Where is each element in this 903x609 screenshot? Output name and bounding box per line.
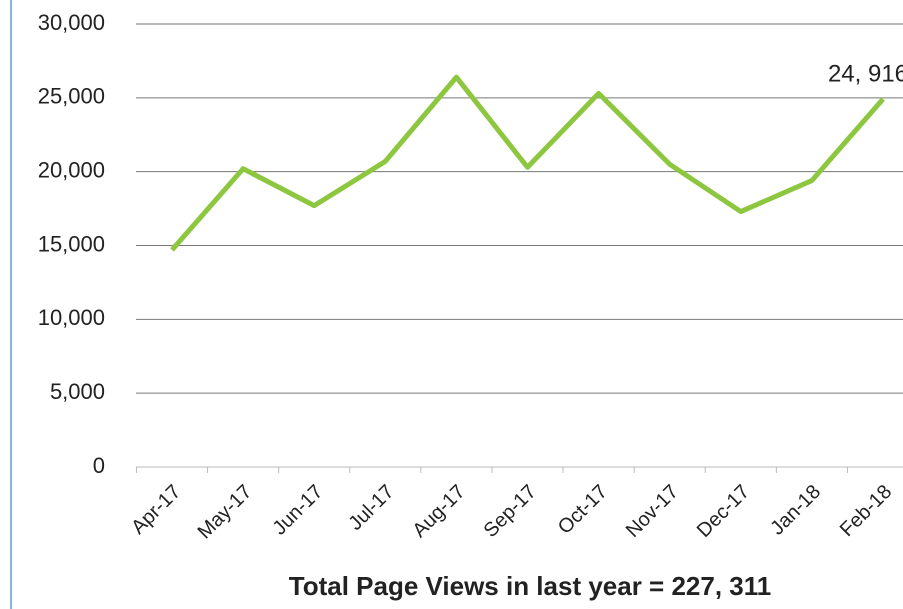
series-line [170,74,885,252]
chart-title: Total Page Views in last year = 227, 311 [289,571,772,601]
y-tick-label: 10,000 [38,305,105,330]
y-tick-label: 5,000 [50,379,105,404]
y-tick-label: 30,000 [38,10,105,35]
data-label: 24, 916 [828,60,903,87]
y-tick-label: 25,000 [38,84,105,109]
y-tick-label: 20,000 [38,157,105,182]
y-tick-label: 0 [93,453,105,478]
y-tick-label: 15,000 [38,231,105,256]
